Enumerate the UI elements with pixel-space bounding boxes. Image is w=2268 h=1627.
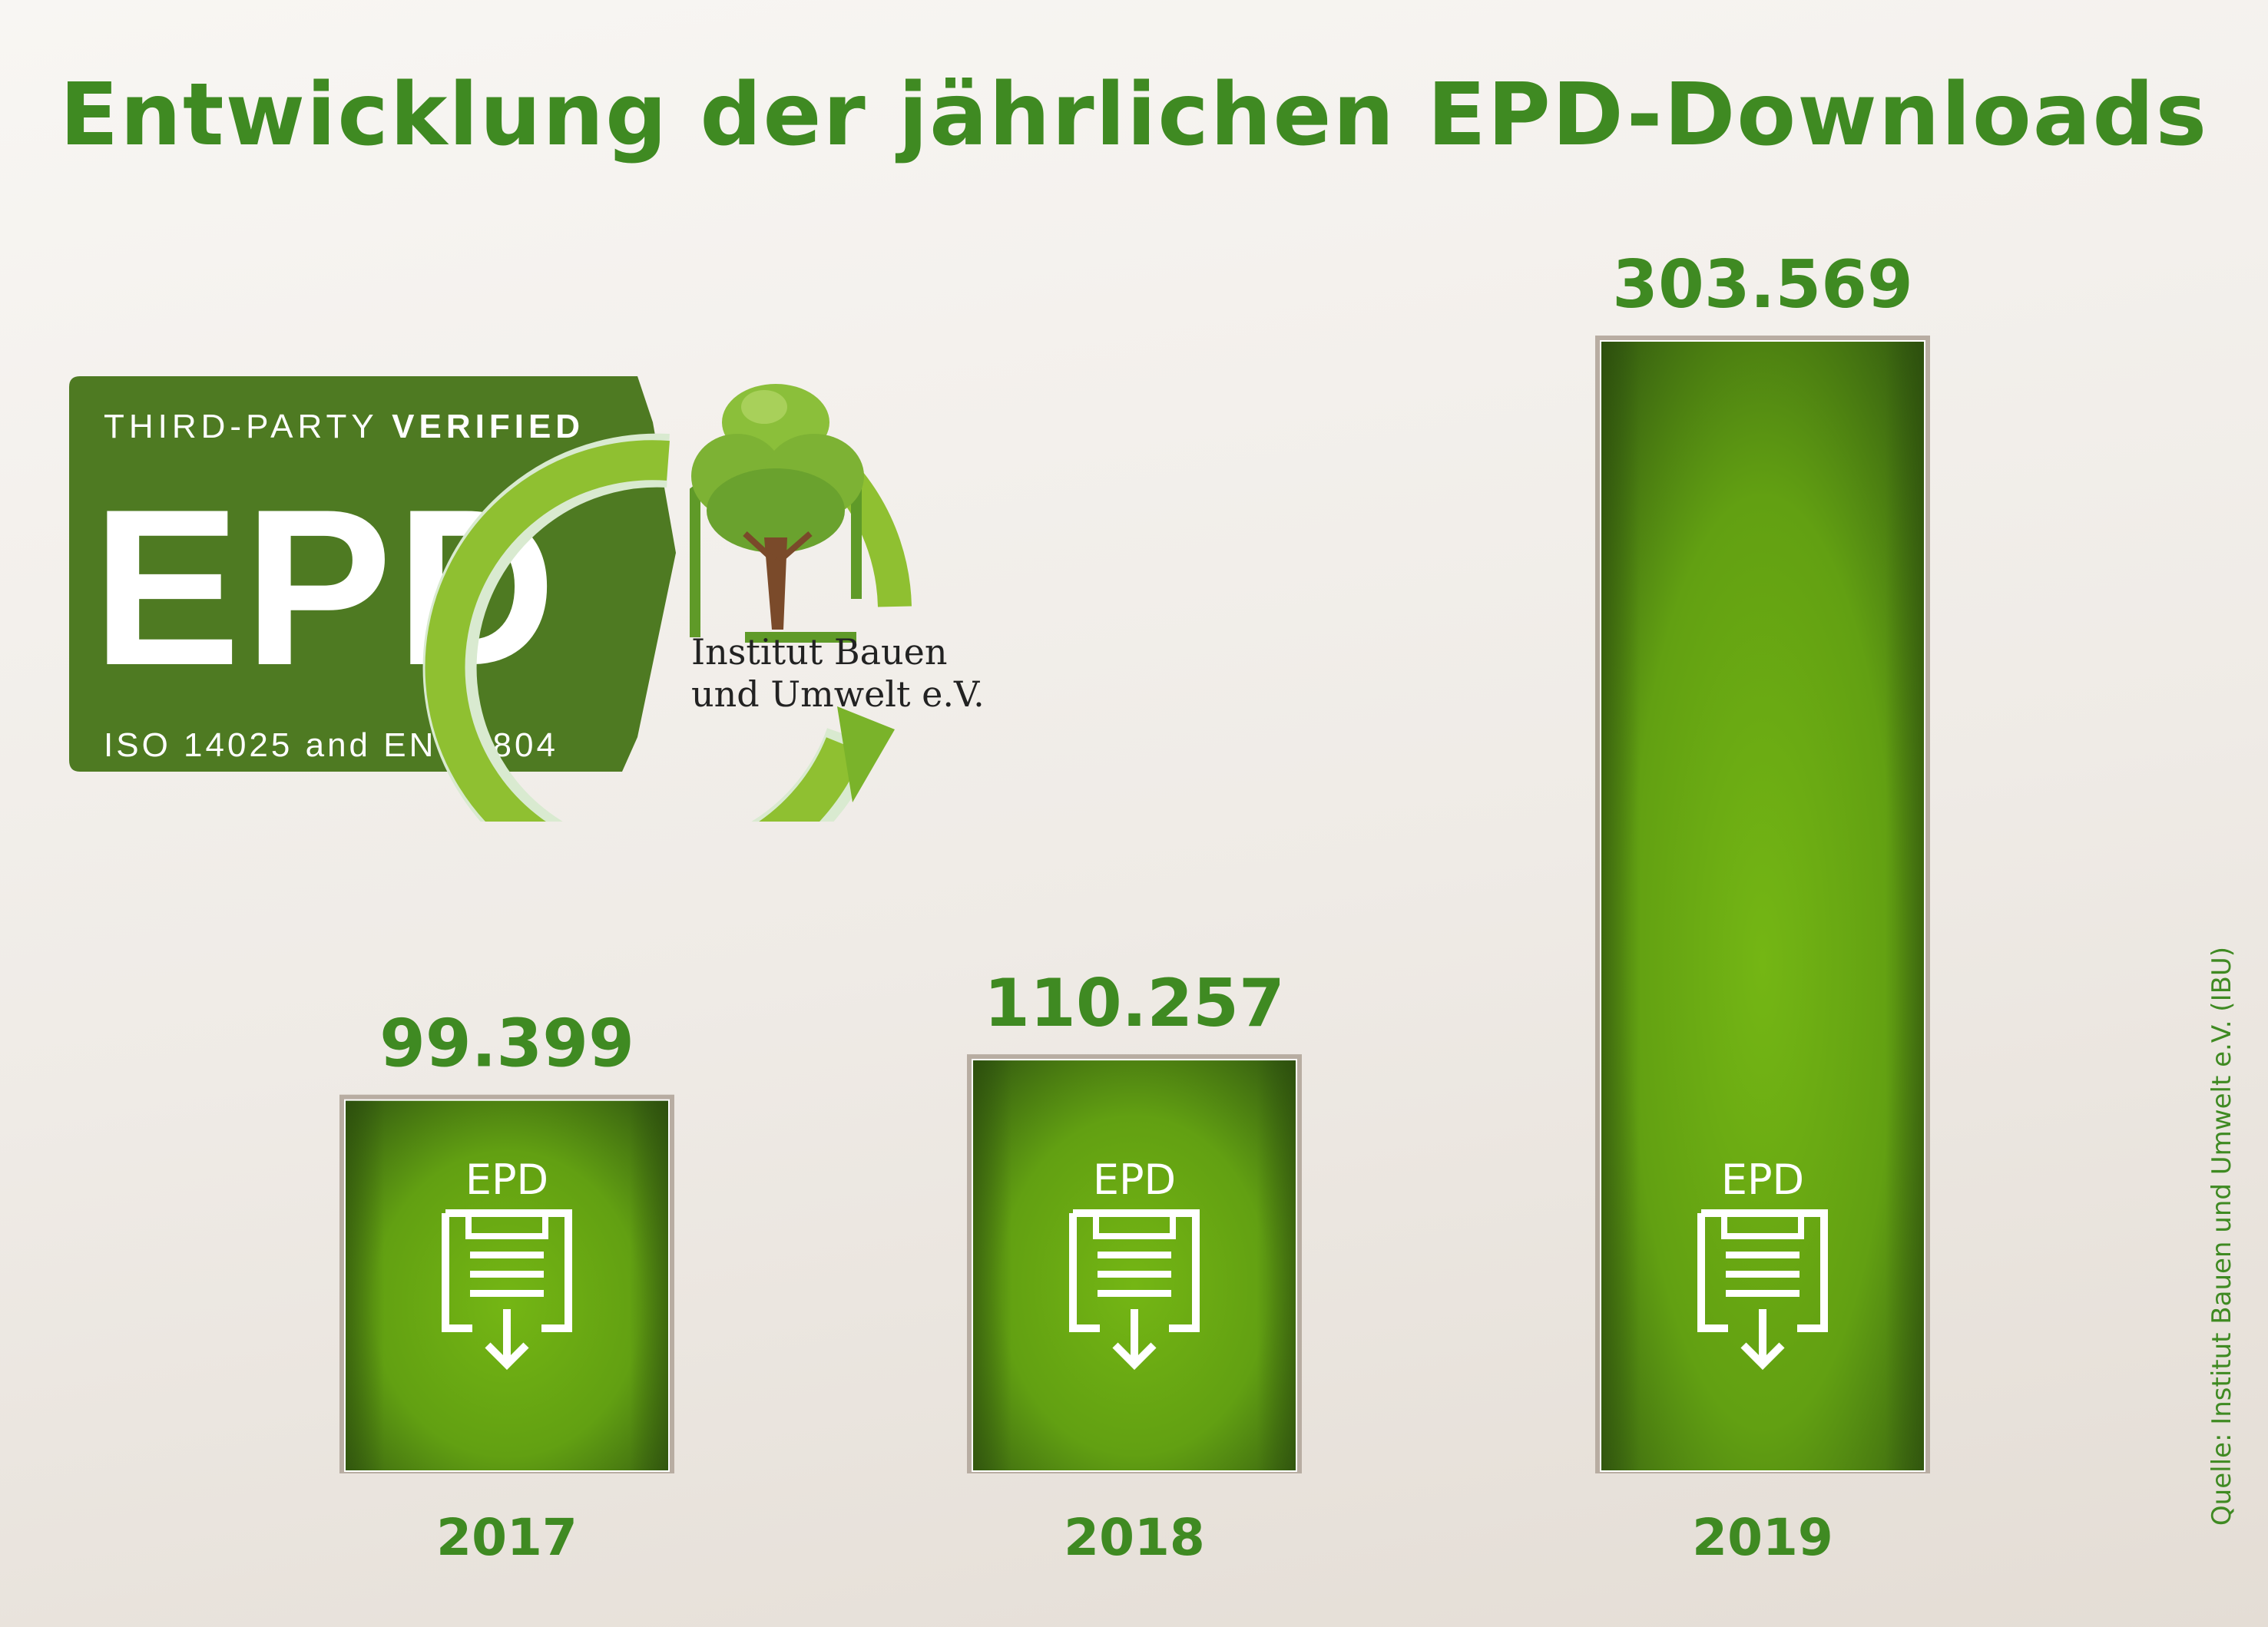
bar-shade bbox=[1601, 342, 1924, 1470]
value-label: 303.569 bbox=[1612, 246, 1913, 323]
bar-shade bbox=[346, 1100, 668, 1470]
document-download-icon bbox=[1069, 1209, 1200, 1371]
bar-epd-text: EPD bbox=[1093, 1156, 1176, 1204]
badge-line1-bold: VERIFIED bbox=[392, 408, 584, 445]
bar-group-2017: 99.399 2017 EPD bbox=[339, 1006, 674, 1567]
value-label: 99.399 bbox=[379, 1006, 634, 1083]
document-download-icon bbox=[1697, 1209, 1828, 1371]
bar-epd-text: EPD bbox=[465, 1156, 548, 1204]
org-name-line1: Institut Bauen bbox=[691, 631, 948, 673]
org-name-line2: und Umwelt e.V. bbox=[691, 673, 985, 715]
bar-group-2019: 303.569 2019 EPD bbox=[1595, 246, 1930, 1567]
chart-title: Entwicklung der jährlichen EPD-Downloads bbox=[59, 65, 2209, 165]
bar-epd-text: EPD bbox=[1721, 1156, 1804, 1204]
epd-logo: THIRD-PARTY VERIFIED EPD ISO 14025 and E… bbox=[69, 376, 985, 822]
recycle-arrow-green bbox=[425, 440, 864, 822]
badge-line1: THIRD-PARTY VERIFIED bbox=[104, 408, 584, 445]
arrow-head bbox=[837, 706, 895, 802]
source-note: Quelle: Institut Bauen und Umwelt e.V. (… bbox=[2207, 946, 2237, 1526]
tree-house-icon bbox=[690, 384, 864, 643]
category-label: 2017 bbox=[436, 1508, 578, 1567]
value-label: 110.257 bbox=[984, 965, 1285, 1042]
category-label: 2019 bbox=[1692, 1508, 1833, 1567]
category-label: 2018 bbox=[1064, 1508, 1205, 1567]
bar-shade bbox=[973, 1060, 1296, 1470]
document-download-icon bbox=[442, 1209, 572, 1371]
bar-group-2018: 110.257 2018 EPD bbox=[967, 965, 1302, 1567]
badge-line1-light: THIRD-PARTY bbox=[104, 408, 378, 445]
